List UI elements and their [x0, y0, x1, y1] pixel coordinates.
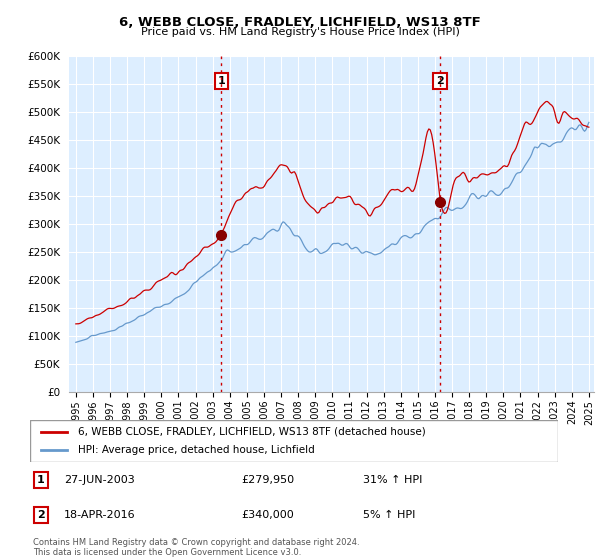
Text: Price paid vs. HM Land Registry's House Price Index (HPI): Price paid vs. HM Land Registry's House …: [140, 27, 460, 37]
Text: 27-JUN-2003: 27-JUN-2003: [64, 475, 135, 485]
Text: 1: 1: [217, 76, 225, 86]
Text: 2: 2: [37, 510, 44, 520]
Text: HPI: Average price, detached house, Lichfield: HPI: Average price, detached house, Lich…: [77, 445, 314, 455]
Text: 2: 2: [436, 76, 444, 86]
Text: £340,000: £340,000: [241, 510, 294, 520]
Text: £279,950: £279,950: [241, 475, 295, 485]
Text: 31% ↑ HPI: 31% ↑ HPI: [362, 475, 422, 485]
Text: 5% ↑ HPI: 5% ↑ HPI: [362, 510, 415, 520]
Text: 18-APR-2016: 18-APR-2016: [64, 510, 136, 520]
Text: 6, WEBB CLOSE, FRADLEY, LICHFIELD, WS13 8TF (detached house): 6, WEBB CLOSE, FRADLEY, LICHFIELD, WS13 …: [77, 427, 425, 437]
Text: Contains HM Land Registry data © Crown copyright and database right 2024.
This d: Contains HM Land Registry data © Crown c…: [33, 538, 359, 557]
Text: 1: 1: [37, 475, 44, 485]
Text: 6, WEBB CLOSE, FRADLEY, LICHFIELD, WS13 8TF: 6, WEBB CLOSE, FRADLEY, LICHFIELD, WS13 …: [119, 16, 481, 29]
FancyBboxPatch shape: [30, 420, 558, 462]
